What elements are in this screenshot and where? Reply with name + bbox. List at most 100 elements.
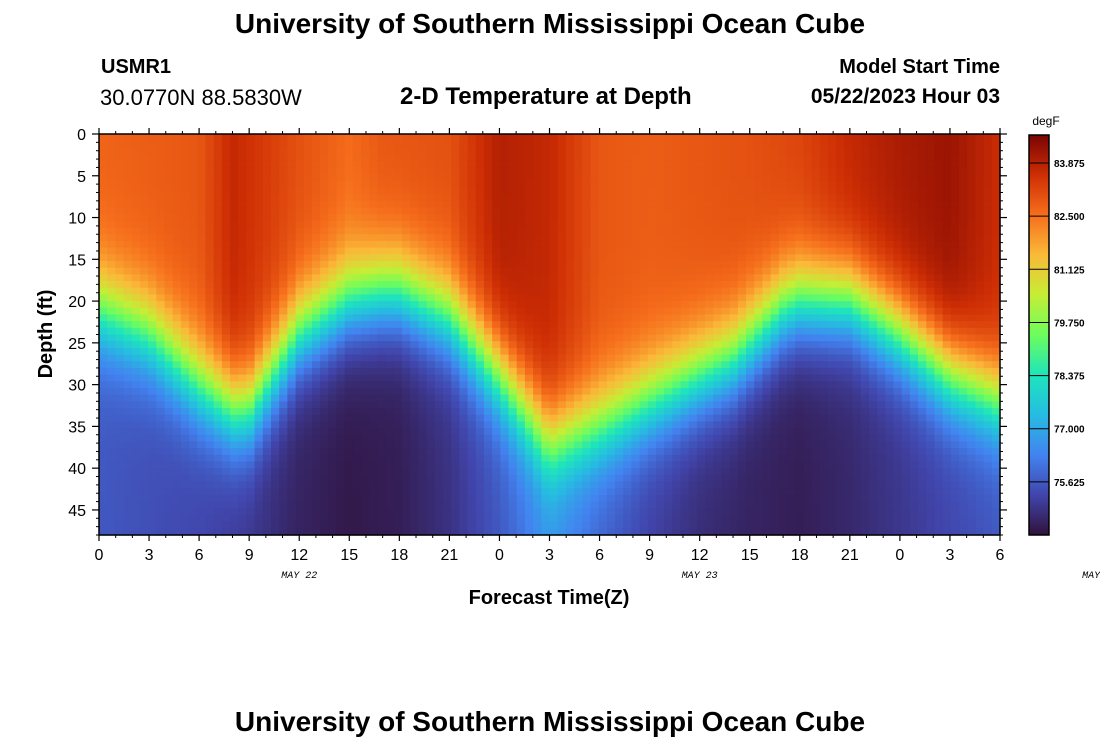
heatmap-cell	[287, 200, 297, 209]
heatmap-cell	[180, 421, 190, 429]
heatmap-cell	[254, 174, 264, 182]
heatmap-cell	[107, 501, 116, 509]
heatmap-cell	[320, 274, 329, 282]
heatmap-cell	[754, 214, 764, 222]
heatmap-cell	[721, 247, 731, 255]
heatmap-cell	[655, 187, 665, 195]
heatmap-cell	[295, 367, 305, 376]
heatmap-cell	[213, 200, 223, 209]
heatmap-cell	[131, 474, 141, 483]
heatmap-cell	[434, 367, 444, 376]
heatmap-cell	[762, 247, 772, 255]
heatmap-cell	[156, 421, 166, 429]
heatmap-cell	[434, 468, 444, 476]
heatmap-cell	[213, 260, 223, 269]
heatmap-cell	[598, 501, 608, 509]
heatmap-cell	[230, 414, 239, 422]
heatmap-cell	[352, 387, 362, 396]
heatmap-cell	[500, 448, 510, 456]
heatmap-cell	[115, 514, 125, 523]
heatmap-cell	[303, 200, 313, 209]
heatmap-cell	[393, 220, 403, 229]
heatmap-cell	[393, 180, 403, 189]
heatmap-cell	[639, 301, 649, 309]
heatmap-cell	[311, 214, 321, 222]
heatmap-cell	[254, 521, 264, 529]
heatmap-cell	[524, 428, 534, 436]
heatmap-cell	[483, 307, 493, 316]
heatmap-cell	[197, 214, 207, 222]
heatmap-cell	[344, 167, 354, 175]
heatmap-cell	[623, 341, 633, 349]
heatmap-cell	[688, 334, 698, 342]
heatmap-cell	[254, 321, 264, 329]
heatmap-cell	[426, 514, 436, 523]
heatmap-cell	[557, 307, 567, 316]
heatmap-cell	[418, 240, 428, 249]
heatmap-cell	[639, 334, 649, 342]
heatmap-cell	[205, 314, 215, 322]
heatmap-cell	[615, 434, 624, 443]
heatmap-cell	[762, 454, 772, 463]
heatmap-cell	[574, 240, 583, 249]
heatmap-cell	[189, 167, 198, 175]
heatmap-cell	[770, 454, 780, 463]
heatmap-cell	[500, 287, 510, 295]
heatmap-cell	[655, 361, 665, 369]
heatmap-cell	[197, 448, 207, 456]
heatmap-cell	[483, 474, 493, 483]
heatmap-cell	[713, 401, 723, 409]
heatmap-cell	[737, 414, 747, 422]
heatmap-cell	[770, 434, 780, 443]
heatmap-cell	[131, 441, 141, 449]
heatmap-cell	[655, 294, 665, 302]
heatmap-cell	[311, 481, 321, 489]
heatmap-cell	[426, 140, 436, 148]
heatmap-cell	[148, 187, 157, 195]
heatmap-cell	[606, 508, 616, 516]
heatmap-cell	[205, 374, 215, 382]
heatmap-cell	[402, 521, 411, 529]
heatmap-cell	[410, 448, 420, 456]
heatmap-cell	[664, 414, 673, 422]
heatmap-cell	[655, 367, 665, 376]
heatmap-cell	[254, 267, 264, 275]
heatmap-cell	[107, 174, 116, 182]
heatmap-cell	[721, 387, 731, 396]
heatmap-cell	[746, 287, 755, 295]
heatmap-cell	[688, 408, 698, 416]
heatmap-cell	[631, 234, 641, 242]
heatmap-cell	[451, 234, 460, 242]
heatmap-cell	[467, 240, 477, 249]
heatmap-cell	[115, 287, 125, 295]
heatmap-cell	[99, 528, 108, 536]
heatmap-cell	[197, 347, 207, 356]
heatmap-cell	[393, 140, 403, 148]
heatmap-cell	[279, 414, 288, 422]
heatmap-cell	[729, 314, 739, 322]
heatmap-cell	[582, 394, 592, 402]
heatmap-cell	[492, 441, 501, 449]
heatmap-cell	[688, 174, 698, 182]
heatmap-cell	[721, 401, 731, 409]
heatmap-cell	[606, 428, 616, 436]
heatmap-cell	[197, 421, 207, 429]
heatmap-cell	[369, 274, 379, 282]
heatmap-cell	[213, 307, 223, 316]
heatmap-cell	[287, 160, 297, 169]
heatmap-cell	[696, 314, 706, 322]
heatmap-cell	[524, 448, 534, 456]
heatmap-cell	[639, 374, 649, 382]
heatmap-cell	[631, 267, 641, 275]
heatmap-cell	[492, 274, 501, 282]
heatmap-cell	[574, 468, 583, 476]
heatmap-cell	[410, 381, 420, 389]
heatmap-cell	[172, 394, 182, 402]
heatmap-cell	[99, 441, 108, 449]
heatmap-cell	[369, 234, 379, 242]
heatmap-cell	[443, 200, 452, 209]
heatmap-cell	[467, 254, 477, 262]
heatmap-cell	[271, 234, 280, 242]
heatmap-cell	[99, 307, 108, 316]
heatmap-cell	[295, 227, 305, 235]
